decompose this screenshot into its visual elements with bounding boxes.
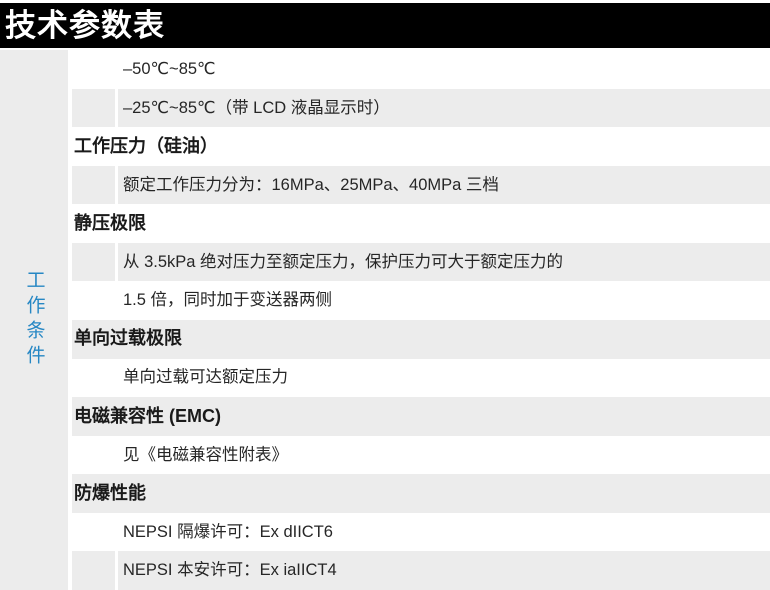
spec-row-cell: –25℃~85℃（带 LCD 液晶显示时） [115, 88, 770, 128]
spec-detail-row: 额定工作压力分为：16MPa、25MPa、40MPa 三档 [72, 165, 770, 205]
row-indent-gutter [72, 242, 115, 282]
spec-detail-text: NEPSI 本安许可：Ex iaIICT4 [123, 561, 337, 580]
row-indent-gutter [72, 551, 115, 590]
spec-detail-row: 1.5 倍，同时加于变送器两侧 [72, 281, 770, 320]
spec-detail-row: NEPSI 本安许可：Ex iaIICT4 [72, 551, 770, 590]
row-indent-gutter [72, 281, 115, 320]
spec-row-cell: 单向过载极限 [72, 320, 770, 359]
spec-heading-text: 防爆性能 [74, 482, 146, 503]
spec-detail-row: 见《电磁兼容性附表》 [72, 435, 770, 475]
row-indent-gutter [72, 88, 115, 128]
spec-row-cell: NEPSI 本安许可：Ex iaIICT4 [115, 551, 770, 590]
spec-row-cell: –50℃~85℃ [115, 50, 770, 89]
spec-row-cell: 工作压力（硅油） [72, 127, 770, 166]
spec-rows: –50℃~85℃ –25℃~85℃（带 LCD 液晶显示时） 工作压力（硅油） 额定工… [72, 50, 770, 590]
spec-detail-text: 单向过载可达额定压力 [123, 368, 288, 387]
spec-heading-row: 防爆性能 [72, 474, 770, 513]
page-title: 技术参数表 [5, 8, 165, 43]
spec-heading-row: 静压极限 [72, 204, 770, 243]
row-indent-gutter [72, 358, 115, 398]
spec-detail-text: –50℃~85℃ [123, 59, 216, 78]
spec-detail-text: 见《电磁兼容性附表》 [123, 445, 288, 464]
spec-row-cell: 从 3.5kPa 绝对压力至额定压力，保护压力可大于额定压力的 [115, 242, 770, 282]
spec-row-cell: 静压极限 [72, 204, 770, 243]
spec-row-cell: 电磁兼容性 (EMC) [72, 397, 770, 436]
spec-detail-text: 1.5 倍，同时加于变送器两侧 [123, 291, 333, 310]
spec-heading-text: 工作压力（硅油） [74, 135, 218, 156]
spec-detail-text: NEPSI 隔爆许可：Ex dIICT6 [123, 522, 333, 541]
category-column: 工作条件 [0, 50, 68, 590]
spec-row-cell: 防爆性能 [72, 474, 770, 513]
row-indent-gutter [72, 165, 115, 205]
spec-heading-text: 电磁兼容性 (EMC) [74, 405, 221, 426]
row-indent-gutter [72, 50, 115, 89]
page-title-bar: 技术参数表 [0, 3, 770, 48]
row-indent-gutter [72, 512, 115, 552]
row-indent-gutter [72, 435, 115, 475]
spec-detail-text: –25℃~85℃（带 LCD 液晶显示时） [123, 98, 390, 117]
spec-detail-row: NEPSI 隔爆许可：Ex dIICT6 [72, 512, 770, 552]
spec-detail-text: 额定工作压力分为：16MPa、25MPa、40MPa 三档 [123, 175, 499, 194]
spec-heading-text: 静压极限 [74, 212, 146, 233]
spec-heading-row: 电磁兼容性 (EMC) [72, 397, 770, 436]
spec-row-cell: NEPSI 隔爆许可：Ex dIICT6 [115, 512, 770, 552]
spec-row-cell: 1.5 倍，同时加于变送器两侧 [115, 281, 770, 320]
spec-detail-text: 从 3.5kPa 绝对压力至额定压力，保护压力可大于额定压力的 [123, 252, 564, 271]
spec-heading-row: 工作压力（硅油） [72, 127, 770, 166]
spec-detail-row: 单向过载可达额定压力 [72, 358, 770, 398]
spec-detail-row: –50℃~85℃ [72, 50, 770, 89]
spec-heading-row: 单向过载极限 [72, 319, 770, 359]
spec-row-cell: 单向过载可达额定压力 [115, 358, 770, 398]
spec-heading-text: 单向过载极限 [74, 328, 182, 349]
spec-row-cell: 见《电磁兼容性附表》 [115, 435, 770, 475]
spec-detail-row: 从 3.5kPa 绝对压力至额定压力，保护压力可大于额定压力的 [72, 242, 770, 282]
spec-row-cell: 额定工作压力分为：16MPa、25MPa、40MPa 三档 [115, 165, 770, 205]
spec-table: 工作条件 –50℃~85℃ –25℃~85℃（带 LCD 液晶显示时） 工作压力（硅… [0, 50, 770, 590]
category-label: 工作条件 [23, 270, 45, 370]
spec-detail-row: –25℃~85℃（带 LCD 液晶显示时） [72, 88, 770, 128]
